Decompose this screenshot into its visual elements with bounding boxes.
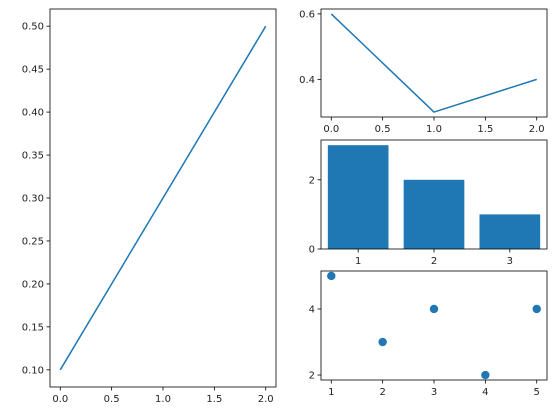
line-left-ytick-label: 0.40 [22,108,44,119]
bar-middle-right-bar-2 [403,179,465,249]
line-left-ytick-label: 0.20 [22,279,44,290]
line-top-right-axes: 0.0 0.5 1.0 1.5 2.0 0.4 0.6 [299,8,548,135]
scatter-bottom-right-xtick-label: 3 [431,387,437,398]
scatter-bottom-right-point-5 [532,304,541,314]
scatter-bottom-right-xtick-label: 2 [379,387,385,398]
line-left-xtick-label: 0.0 [52,394,68,405]
line-left-xtick-label: 1.5 [206,394,222,405]
line-top-right-ytick-label: 0.6 [299,9,315,20]
bar-middle-right-ytick-label: 0 [309,245,315,256]
scatter-bottom-right-xtick-label: 4 [482,387,488,398]
line-left-ytick-label: 0.10 [22,365,44,376]
line-top-right-xtick-label: 1.0 [426,124,442,135]
line-top-right-xtick-label: 1.5 [477,124,493,135]
line-top-right-xtick-label: 2.0 [529,124,545,135]
scatter-bottom-right-point-1 [327,271,336,281]
axes-root: 0.0 0.5 1.0 1.5 2.0 0.10 0.15 0.20 0.25 0.30 0.35 0… [22,8,548,405]
line-left-axes: 0.0 0.5 1.0 1.5 2.0 0.10 0.15 0.20 0.25 0.30 0.35 0… [22,8,277,405]
scatter-bottom-right-point-2 [378,337,387,347]
scatter-bottom-right-axes: 1 2 3 4 5 2 4 [309,270,548,398]
line-top-right-series-line [330,13,537,113]
line-left-xtick-label: 0.5 [104,394,120,405]
bar-middle-right-xtick-label: 3 [507,256,513,267]
line-top-right-xtick-label: 0.5 [375,124,391,135]
line-left-ytick-label: 0.35 [22,151,44,162]
line-left-ytick-label: 0.50 [22,22,44,33]
scatter-bottom-right-ytick-label: 4 [309,304,315,315]
line-top-right-ytick-label: 0.4 [299,75,315,86]
line-left-ytick-label: 0.45 [22,65,44,76]
bar-middle-right-xtick-label: 1 [355,256,361,267]
bar-middle-right-bar-3 [479,214,541,249]
bar-middle-right-axes: 1 2 3 0 2 [309,139,548,267]
line-left-xtick-label: 1.0 [155,394,171,405]
bar-middle-right-ytick-label: 2 [309,175,315,186]
bar-middle-right-xtick-label: 2 [431,256,437,267]
line-left-xtick-label: 2.0 [258,394,274,405]
scatter-bottom-right-xtick-label: 5 [534,387,540,398]
line-left-series-line [59,25,267,371]
bar-middle-right-bar-1 [327,145,389,249]
line-left-ytick-label: 0.15 [22,322,44,333]
line-left-ytick-label: 0.25 [22,236,44,247]
scatter-bottom-right-ytick-label: 2 [309,371,315,382]
line-left-ytick-label: 0.30 [22,194,44,205]
scatter-bottom-right-point-4 [481,370,490,380]
scatter-bottom-right-point-3 [429,304,439,314]
line-top-right-xtick-label: 0.0 [323,124,339,135]
scatter-bottom-right-xtick-label: 1 [328,387,334,398]
